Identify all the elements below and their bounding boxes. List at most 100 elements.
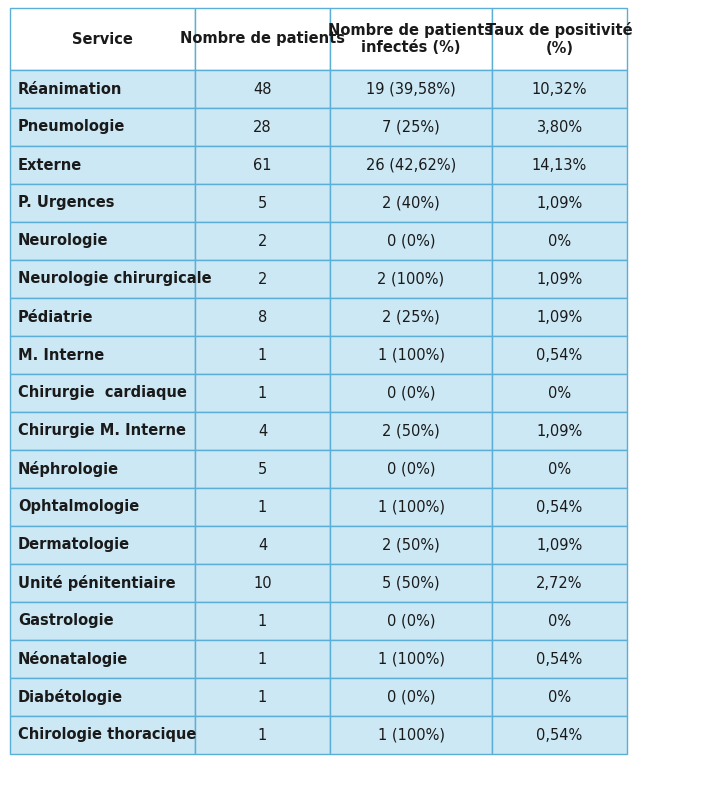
Bar bbox=[492, 222, 627, 260]
Bar bbox=[330, 450, 492, 488]
Bar bbox=[492, 450, 627, 488]
Text: 0 (0%): 0 (0%) bbox=[387, 234, 435, 249]
Bar bbox=[492, 678, 627, 716]
Text: Unité pénitentiaire: Unité pénitentiaire bbox=[18, 575, 176, 591]
Text: Service: Service bbox=[72, 32, 133, 47]
Text: Externe: Externe bbox=[18, 157, 83, 172]
Text: 2 (50%): 2 (50%) bbox=[382, 423, 440, 438]
Bar bbox=[330, 298, 492, 336]
Text: Diabétologie: Diabétologie bbox=[18, 689, 123, 705]
Bar bbox=[10, 222, 195, 260]
Bar bbox=[492, 564, 627, 602]
Bar bbox=[195, 8, 330, 70]
Text: Chirurgie M. Interne: Chirurgie M. Interne bbox=[18, 423, 186, 438]
Bar bbox=[10, 488, 195, 526]
Text: 1,09%: 1,09% bbox=[536, 310, 582, 325]
Bar bbox=[195, 70, 330, 108]
Text: 2 (40%): 2 (40%) bbox=[382, 195, 440, 210]
Bar bbox=[10, 640, 195, 678]
Text: 2: 2 bbox=[258, 234, 267, 249]
Text: 2 (100%): 2 (100%) bbox=[377, 272, 444, 287]
Text: 1 (100%): 1 (100%) bbox=[377, 499, 444, 514]
Bar bbox=[10, 298, 195, 336]
Bar bbox=[330, 602, 492, 640]
Text: M. Interne: M. Interne bbox=[18, 348, 104, 363]
Text: Ophtalmologie: Ophtalmologie bbox=[18, 499, 140, 514]
Text: Taux de positivité
(%): Taux de positivité (%) bbox=[486, 22, 633, 56]
Bar bbox=[330, 8, 492, 70]
Text: 1: 1 bbox=[258, 348, 267, 363]
Text: 0 (0%): 0 (0%) bbox=[387, 614, 435, 629]
Text: 0 (0%): 0 (0%) bbox=[387, 461, 435, 476]
Text: Réanimation: Réanimation bbox=[18, 81, 122, 96]
Bar bbox=[10, 716, 195, 754]
Bar bbox=[330, 716, 492, 754]
Bar bbox=[492, 526, 627, 564]
Bar bbox=[10, 146, 195, 184]
Text: 10,32%: 10,32% bbox=[532, 81, 587, 96]
Text: 0%: 0% bbox=[548, 690, 571, 705]
Text: 1 (100%): 1 (100%) bbox=[377, 728, 444, 743]
Text: 3,80%: 3,80% bbox=[536, 119, 582, 134]
Text: 7 (25%): 7 (25%) bbox=[382, 119, 440, 134]
Bar bbox=[195, 488, 330, 526]
Bar bbox=[195, 336, 330, 374]
Text: 1: 1 bbox=[258, 499, 267, 514]
Text: 1: 1 bbox=[258, 652, 267, 667]
Bar bbox=[330, 222, 492, 260]
Text: 0,54%: 0,54% bbox=[536, 499, 582, 514]
Text: 28: 28 bbox=[253, 119, 272, 134]
Text: 0,54%: 0,54% bbox=[536, 652, 582, 667]
Text: 4: 4 bbox=[258, 423, 267, 438]
Bar bbox=[195, 260, 330, 298]
Bar bbox=[492, 260, 627, 298]
Bar bbox=[330, 260, 492, 298]
Text: 0 (0%): 0 (0%) bbox=[387, 386, 435, 401]
Text: 1 (100%): 1 (100%) bbox=[377, 348, 444, 363]
Bar bbox=[330, 184, 492, 222]
Bar bbox=[10, 678, 195, 716]
Bar bbox=[330, 488, 492, 526]
Text: 26 (42,62%): 26 (42,62%) bbox=[366, 157, 456, 172]
Bar bbox=[492, 336, 627, 374]
Bar bbox=[10, 526, 195, 564]
Text: 1: 1 bbox=[258, 690, 267, 705]
Text: 2 (50%): 2 (50%) bbox=[382, 537, 440, 552]
Bar bbox=[10, 8, 195, 70]
Bar bbox=[330, 70, 492, 108]
Bar bbox=[492, 298, 627, 336]
Text: Chirologie thoracique: Chirologie thoracique bbox=[18, 728, 197, 743]
Bar bbox=[10, 450, 195, 488]
Text: 1,09%: 1,09% bbox=[536, 537, 582, 552]
Bar bbox=[492, 8, 627, 70]
Text: 19 (39,58%): 19 (39,58%) bbox=[366, 81, 456, 96]
Bar bbox=[330, 564, 492, 602]
Bar bbox=[195, 602, 330, 640]
Bar bbox=[10, 374, 195, 412]
Text: 8: 8 bbox=[258, 310, 267, 325]
Bar bbox=[330, 412, 492, 450]
Text: Gastrologie: Gastrologie bbox=[18, 614, 114, 629]
Text: 1: 1 bbox=[258, 728, 267, 743]
Text: 0%: 0% bbox=[548, 386, 571, 401]
Text: Nombre de patients: Nombre de patients bbox=[180, 32, 345, 47]
Text: 1,09%: 1,09% bbox=[536, 272, 582, 287]
Bar bbox=[195, 374, 330, 412]
Bar bbox=[10, 260, 195, 298]
Bar bbox=[195, 146, 330, 184]
Text: Chirurgie  cardiaque: Chirurgie cardiaque bbox=[18, 386, 187, 401]
Bar bbox=[195, 412, 330, 450]
Bar bbox=[195, 222, 330, 260]
Bar bbox=[330, 374, 492, 412]
Bar bbox=[195, 184, 330, 222]
Bar bbox=[492, 412, 627, 450]
Text: 0%: 0% bbox=[548, 614, 571, 629]
Text: 5: 5 bbox=[258, 195, 267, 210]
Bar bbox=[492, 488, 627, 526]
Bar bbox=[195, 716, 330, 754]
Bar bbox=[330, 526, 492, 564]
Bar bbox=[330, 678, 492, 716]
Text: Néphrologie: Néphrologie bbox=[18, 461, 119, 477]
Bar bbox=[195, 298, 330, 336]
Bar bbox=[492, 184, 627, 222]
